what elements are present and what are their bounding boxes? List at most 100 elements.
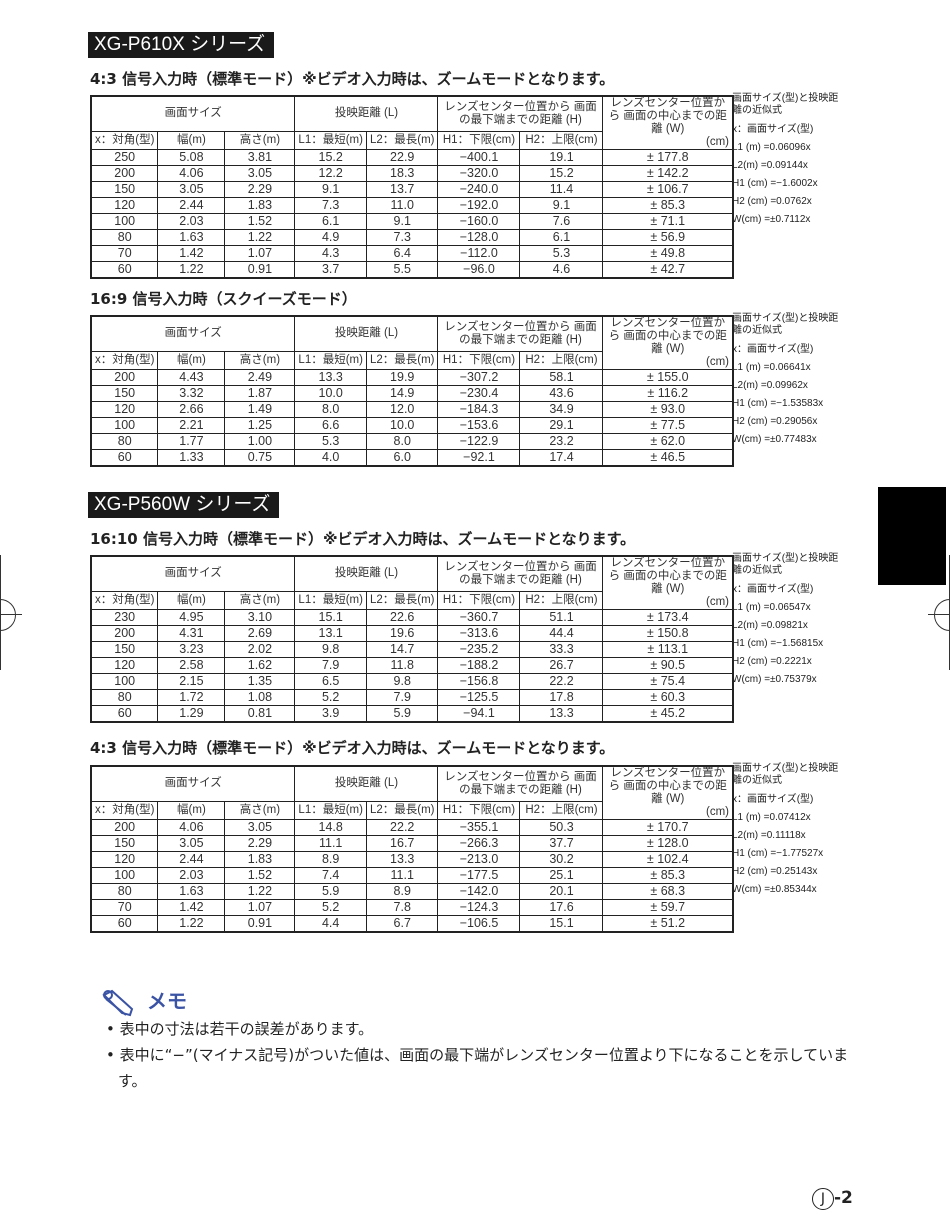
projection-table: 画面サイズ 投映距離 (L) レンズセンター位置から 画面の最下端までの距離 (H)… [90, 765, 734, 933]
table-cell: 14.9 [365, 385, 439, 402]
table-cell: 1.42 [157, 245, 226, 262]
table-cell: 15.1 [519, 915, 604, 933]
formula-line: x：画面サイズ(型) [732, 794, 814, 805]
table-cell: 29.1 [519, 417, 604, 434]
table-cell: 150 [90, 835, 159, 852]
table-cell: 100 [90, 867, 159, 884]
table-cell: 2.66 [157, 401, 226, 418]
table-cell: 13.3 [365, 851, 439, 868]
col-header-w: レンズセンター位置から 画面の中心までの距離 (W) (cm) [602, 555, 734, 610]
table-cell: 1.42 [157, 899, 226, 916]
table-cell: ± 155.0 [602, 369, 734, 386]
table-cell: 9.8 [294, 641, 367, 658]
table-cell: 70 [90, 899, 159, 916]
table-cell: 10.0 [365, 417, 439, 434]
formula-line: W(cm) =±0.77483x [732, 434, 817, 445]
table-cell: 8.9 [294, 851, 367, 868]
table-cell: −240.0 [437, 181, 521, 198]
memo-title: メモ [146, 989, 187, 1013]
formula-line: x：画面サイズ(型) [732, 124, 814, 135]
col-header-size: 画面サイズ [90, 95, 296, 132]
table-cell: −230.4 [437, 385, 521, 402]
table-cell: ± 142.2 [602, 165, 734, 182]
sub-header: 幅(m) [157, 800, 226, 821]
table-cell: 7.9 [365, 689, 439, 706]
formula-line: x：画面サイズ(型) [732, 584, 814, 595]
table-row: 70 1.42 1.07 5.2 7.8 −124.3 17.6 ± 59.7 [90, 899, 734, 916]
table-cell: 200 [90, 819, 159, 836]
table-cell: −320.0 [437, 165, 521, 182]
table-cell: 12.2 [294, 165, 367, 182]
table-row: 150 3.32 1.87 10.0 14.9 −230.4 43.6 ± 116.2 [90, 385, 734, 402]
table-cell: 22.2 [365, 819, 439, 836]
table-cell: 16.7 [365, 835, 439, 852]
table-cell: −188.2 [437, 657, 521, 674]
formula-line: 画面サイズ(型)と投映距離の近似式 [732, 313, 839, 336]
table-row: 100 2.03 1.52 6.1 9.1 −160.0 7.6 ± 71.1 [90, 213, 734, 230]
table-cell: 2.21 [157, 417, 226, 434]
table-cell: 3.05 [224, 819, 296, 836]
table-cell: 1.52 [224, 867, 296, 884]
sub-header: 高さ(m) [224, 350, 296, 371]
col-header-throw: 投映距離 (L) [294, 765, 439, 802]
memo-heading: メモ [100, 985, 187, 1017]
table-cell: 14.8 [294, 819, 367, 836]
col-header-throw: 投映距離 (L) [294, 315, 439, 352]
table-cell: 11.1 [294, 835, 367, 852]
table-cell: 5.3 [519, 245, 604, 262]
table-row: 100 2.15 1.35 6.5 9.8 −156.8 22.2 ± 75.4 [90, 673, 734, 690]
table-cell: 22.2 [519, 673, 604, 690]
table-cell: 6.1 [294, 213, 367, 230]
table-cell: ± 113.1 [602, 641, 734, 658]
table-cell: 100 [90, 673, 159, 690]
table-cell: 1.22 [157, 261, 226, 279]
table-cell: 5.2 [294, 689, 367, 706]
table-cell: 7.4 [294, 867, 367, 884]
table-cell: 11.4 [519, 181, 604, 198]
table-cell: 6.1 [519, 229, 604, 246]
table-cell: 60 [90, 705, 159, 723]
table-cell: −192.0 [437, 197, 521, 214]
formula-line: L2(m) =0.11118x [732, 830, 806, 841]
table-cell: 1.35 [224, 673, 296, 690]
table-cell: 11.8 [365, 657, 439, 674]
crop-line [0, 555, 1, 670]
table-cell: 200 [90, 625, 159, 642]
table-cell: 100 [90, 417, 159, 434]
table-cell: −122.9 [437, 433, 521, 450]
table-cell: −307.2 [437, 369, 521, 386]
sub-header: 高さ(m) [224, 590, 296, 611]
table-cell: −400.1 [437, 149, 521, 166]
table-cell: 7.3 [294, 197, 367, 214]
table-cell: 3.32 [157, 385, 226, 402]
table-cell: 22.6 [365, 609, 439, 626]
table-cell: 9.8 [365, 673, 439, 690]
sub-header: L2：最長(m) [365, 130, 439, 151]
table-cell: 60 [90, 449, 159, 467]
table-cell: 15.2 [519, 165, 604, 182]
table-cell: 5.5 [365, 261, 439, 279]
table-cell: 1.22 [224, 883, 296, 900]
table-cell: 3.23 [157, 641, 226, 658]
series-banner: XG-P560W シリーズ [88, 492, 280, 518]
table-cell: −128.0 [437, 229, 521, 246]
table-cell: 33.3 [519, 641, 604, 658]
col-header-h: レンズセンター位置から 画面の最下端までの距離 (H) [437, 765, 604, 802]
table-cell: 5.08 [157, 149, 226, 166]
table-cell: 120 [90, 197, 159, 214]
table-cell: 2.02 [224, 641, 296, 658]
sub-header: H1：下限(cm) [437, 800, 521, 821]
table-cell: 4.4 [294, 915, 367, 933]
table-cell: 6.0 [365, 449, 439, 467]
col-header-h: レンズセンター位置から 画面の最下端までの距離 (H) [437, 315, 604, 352]
table-cell: 58.1 [519, 369, 604, 386]
table-cell: ± 102.4 [602, 851, 734, 868]
table-cell: 15.2 [294, 149, 367, 166]
projection-table: 画面サイズ 投映距離 (L) レンズセンター位置から 画面の最下端までの距離 (H)… [90, 315, 734, 467]
table-cell: −213.0 [437, 851, 521, 868]
table-cell: 3.9 [294, 705, 367, 723]
table-cell: −92.1 [437, 449, 521, 467]
table-cell: 9.1 [519, 197, 604, 214]
table-cell: 2.58 [157, 657, 226, 674]
table-cell: ± 46.5 [602, 449, 734, 467]
